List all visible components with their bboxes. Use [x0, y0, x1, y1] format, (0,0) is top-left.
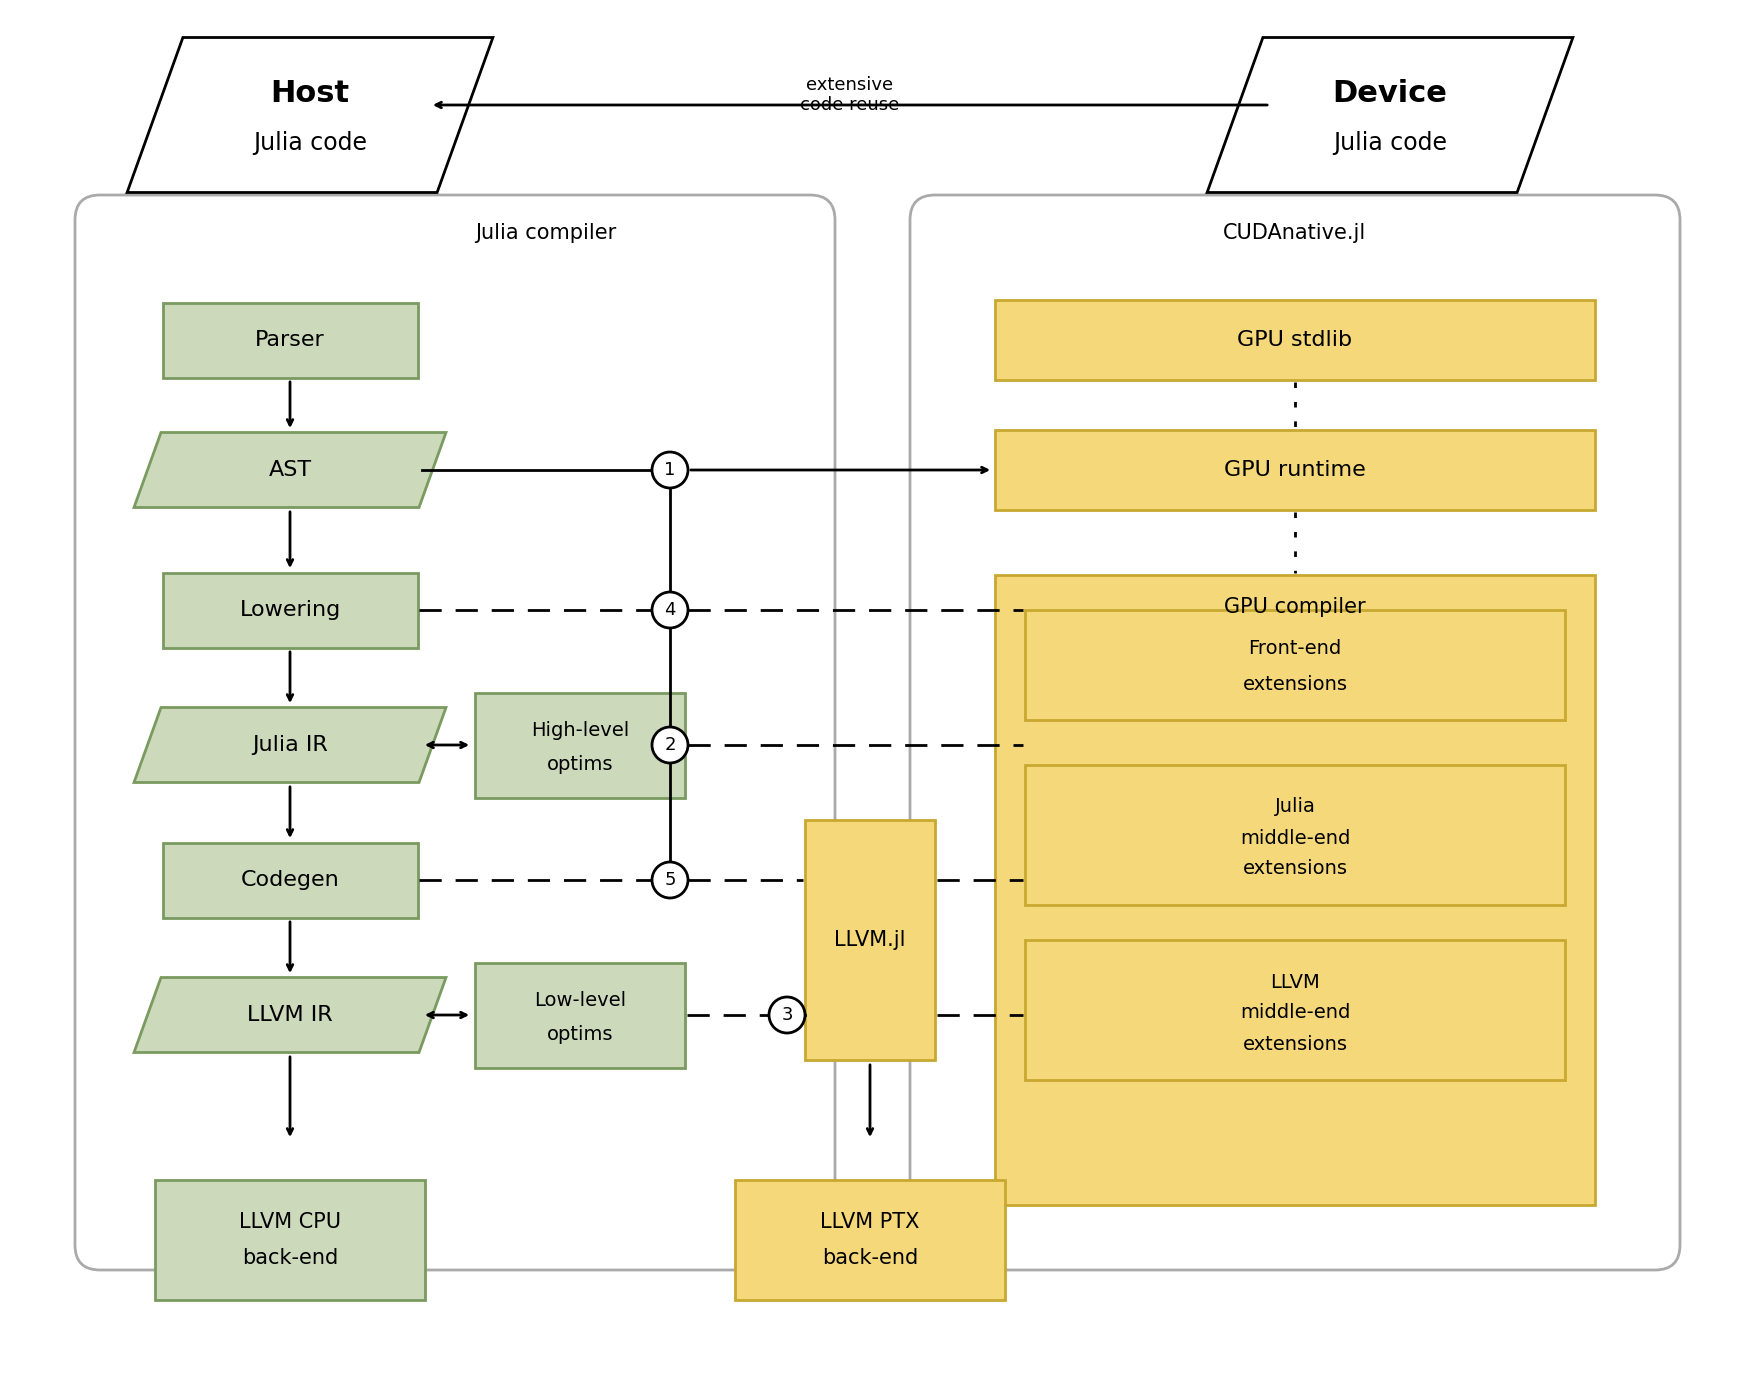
- Bar: [475, 962, 685, 1068]
- Bar: [1025, 940, 1565, 1081]
- Circle shape: [652, 727, 689, 764]
- Polygon shape: [128, 38, 492, 193]
- Text: High-level: High-level: [531, 720, 629, 740]
- Text: extensive
code reuse: extensive code reuse: [801, 75, 899, 114]
- Bar: [995, 430, 1594, 510]
- Text: Julia code: Julia code: [1333, 131, 1447, 155]
- Text: Lowering: Lowering: [240, 600, 340, 620]
- Text: optims: optims: [547, 1026, 613, 1044]
- Bar: [163, 843, 417, 917]
- Text: middle-end: middle-end: [1240, 1004, 1351, 1022]
- Bar: [995, 575, 1594, 1205]
- Text: Device: Device: [1333, 78, 1447, 107]
- Text: back-end: back-end: [822, 1248, 918, 1268]
- Text: extensions: extensions: [1242, 1034, 1347, 1054]
- Polygon shape: [133, 977, 447, 1053]
- Circle shape: [652, 592, 689, 628]
- Bar: [804, 819, 936, 1060]
- FancyBboxPatch shape: [909, 195, 1680, 1270]
- Circle shape: [652, 861, 689, 898]
- Text: 3: 3: [781, 1007, 792, 1025]
- Text: Julia IR: Julia IR: [252, 736, 328, 755]
- Text: 4: 4: [664, 602, 676, 618]
- Bar: [154, 1180, 426, 1300]
- Text: Julia compiler: Julia compiler: [475, 223, 617, 243]
- Text: 5: 5: [664, 871, 676, 889]
- Text: LLVM CPU: LLVM CPU: [238, 1212, 342, 1233]
- Text: Parser: Parser: [256, 329, 324, 350]
- Text: LLVM IR: LLVM IR: [247, 1005, 333, 1025]
- Text: extensions: extensions: [1242, 676, 1347, 694]
- Text: LLVM.jl: LLVM.jl: [834, 930, 906, 951]
- Text: GPU runtime: GPU runtime: [1225, 461, 1367, 480]
- Bar: [995, 300, 1594, 380]
- Circle shape: [652, 452, 689, 489]
- Text: middle-end: middle-end: [1240, 828, 1351, 847]
- Text: Host: Host: [270, 78, 350, 107]
- Polygon shape: [133, 708, 447, 783]
- Text: Front-end: Front-end: [1249, 639, 1342, 659]
- Circle shape: [769, 997, 804, 1033]
- Polygon shape: [133, 433, 447, 508]
- Text: optims: optims: [547, 755, 613, 775]
- Bar: [1025, 765, 1565, 905]
- Text: Julia: Julia: [1274, 797, 1316, 817]
- Bar: [475, 692, 685, 797]
- Text: extensions: extensions: [1242, 860, 1347, 878]
- Bar: [1025, 610, 1565, 720]
- Text: 1: 1: [664, 461, 676, 479]
- Bar: [736, 1180, 1006, 1300]
- Text: CUDAnative.jl: CUDAnative.jl: [1223, 223, 1367, 243]
- Text: GPU stdlib: GPU stdlib: [1237, 329, 1353, 350]
- Bar: [163, 572, 417, 648]
- Text: AST: AST: [268, 461, 312, 480]
- Text: Low-level: Low-level: [534, 991, 625, 1009]
- Text: Julia code: Julia code: [252, 131, 366, 155]
- Text: GPU compiler: GPU compiler: [1225, 597, 1367, 617]
- Text: back-end: back-end: [242, 1248, 338, 1268]
- Text: LLVM: LLVM: [1270, 973, 1319, 991]
- FancyBboxPatch shape: [75, 195, 836, 1270]
- Text: 2: 2: [664, 736, 676, 754]
- Text: LLVM PTX: LLVM PTX: [820, 1212, 920, 1233]
- Polygon shape: [1207, 38, 1573, 193]
- Bar: [163, 303, 417, 377]
- Text: Codegen: Codegen: [240, 870, 340, 891]
